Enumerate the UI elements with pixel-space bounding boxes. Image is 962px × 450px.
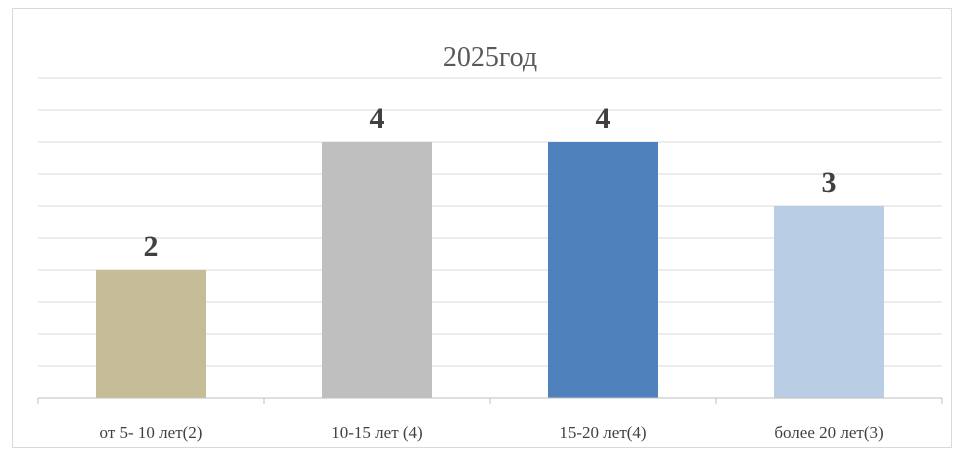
bar-4 (774, 206, 884, 398)
x-axis-ticks (37, 398, 943, 404)
chart-title: 2025год (443, 42, 537, 73)
data-label-2: 4 (370, 102, 385, 135)
data-label-3: 4 (596, 102, 611, 135)
bar-1 (96, 270, 206, 398)
category-label-2: 10-15 лет (4) (331, 423, 422, 442)
category-label-1: от 5- 10 лет(2) (100, 423, 203, 442)
data-label-4: 3 (822, 166, 837, 199)
category-label-4: более 20 лет(3) (774, 423, 883, 442)
category-label-3: 15-20 лет(4) (559, 423, 646, 442)
data-label-1: 2 (144, 230, 159, 263)
category-labels: от 5- 10 лет(2) 10-15 лет (4) 15-20 лет(4)… (100, 423, 884, 442)
bar-2 (322, 142, 432, 398)
bar-3 (548, 142, 658, 398)
value-labels: 2 4 4 3 (144, 102, 837, 263)
bars (96, 142, 884, 398)
